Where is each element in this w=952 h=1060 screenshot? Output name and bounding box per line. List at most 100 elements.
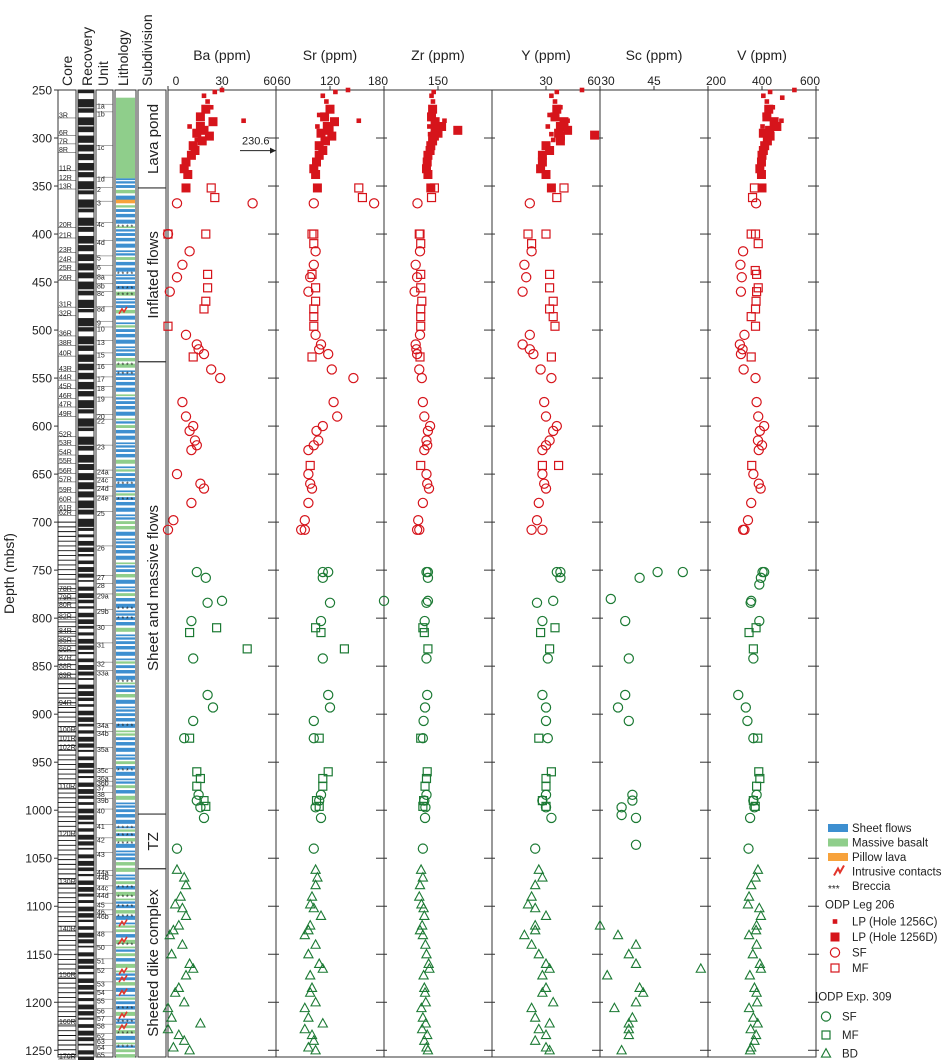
breccia-mark: * bbox=[126, 371, 129, 378]
marker-iodp-mf bbox=[423, 644, 433, 654]
lithology-band bbox=[116, 545, 135, 549]
unit-label: 26 bbox=[97, 545, 105, 552]
subdivision-frame bbox=[137, 89, 167, 1058]
marker-iodp-bd bbox=[751, 919, 763, 930]
breccia-mark: * bbox=[122, 895, 125, 902]
recovery-block bbox=[78, 834, 94, 840]
recovery-block bbox=[78, 318, 94, 327]
marker-iodp-bd bbox=[180, 909, 192, 920]
marker-iodp-bd bbox=[310, 1044, 322, 1055]
legend-label: Massive basalt bbox=[852, 838, 929, 850]
marker-iodp-bd bbox=[180, 879, 192, 890]
breccia-mark: * bbox=[126, 895, 129, 902]
marker-odp-sf bbox=[311, 425, 322, 437]
marker-iodp-sf bbox=[191, 795, 202, 806]
marker-iodp-sf bbox=[324, 702, 336, 713]
marker-lp-1256c bbox=[442, 118, 447, 124]
lithology-band bbox=[116, 949, 135, 952]
marker-odp-sf bbox=[180, 411, 192, 422]
marker-iodp-bd bbox=[529, 902, 541, 913]
marker-iodp-bd bbox=[317, 962, 329, 973]
marker-iodp-sf bbox=[207, 702, 219, 713]
lithology-band bbox=[116, 219, 135, 224]
breccia-mark: * bbox=[122, 1019, 125, 1026]
x-tick-label: 60 bbox=[277, 74, 291, 88]
marker-iodp-bd bbox=[755, 909, 767, 920]
x-tick-label: 30 bbox=[539, 74, 553, 88]
marker-iodp-bd bbox=[420, 996, 432, 1007]
core-label: 13R bbox=[59, 184, 72, 191]
header-unit: Unit bbox=[95, 61, 111, 86]
marker-odp-mf bbox=[163, 321, 173, 331]
panel-5: V (ppm) 200 400 600 bbox=[706, 47, 820, 1058]
lithology-band bbox=[116, 209, 135, 212]
breccia-mark: * bbox=[131, 904, 134, 911]
marker-iodp-mf bbox=[821, 1030, 831, 1040]
recovery-block bbox=[78, 208, 94, 213]
marker-iodp-sf bbox=[757, 566, 768, 578]
recovery-block bbox=[78, 540, 94, 546]
marker-iodp-mf bbox=[339, 644, 349, 654]
marker-odp-mf bbox=[747, 460, 757, 471]
marker-lp-1256d bbox=[318, 145, 328, 155]
depth-tick-label: 750 bbox=[32, 564, 52, 578]
lithology-band bbox=[116, 473, 135, 477]
marker-iodp-bd bbox=[415, 1002, 427, 1013]
lithology-band bbox=[116, 634, 135, 637]
core-label: 56R bbox=[59, 468, 72, 475]
marker-iodp-sf bbox=[198, 812, 210, 824]
marker-odp-mf bbox=[546, 352, 557, 362]
marker-iodp-bd bbox=[751, 986, 763, 997]
breccia-mark: * bbox=[126, 1019, 129, 1026]
marker-odp-sf bbox=[738, 364, 749, 375]
panel-title: V (ppm) bbox=[737, 47, 787, 63]
lithology-band bbox=[116, 757, 135, 760]
intrusive-contact-mark bbox=[118, 1022, 128, 1031]
x-tick-label: 120 bbox=[320, 74, 340, 88]
marker-iodp-sf bbox=[743, 843, 754, 854]
lithology-band bbox=[116, 617, 135, 621]
marker-iodp-mf bbox=[199, 796, 209, 806]
marker-iodp-sf bbox=[531, 597, 543, 608]
recovery-block bbox=[78, 958, 94, 964]
lithology-band bbox=[116, 253, 135, 256]
marker-iodp-bd bbox=[166, 948, 178, 959]
depth-tick-label: 1100 bbox=[26, 900, 52, 914]
lithology-band bbox=[116, 742, 135, 746]
marker-iodp-bd bbox=[608, 1002, 620, 1013]
marker-odp-sf bbox=[413, 515, 424, 526]
unit-label: 56 bbox=[97, 1008, 105, 1015]
marker-iodp-sf bbox=[548, 595, 559, 607]
recovery-block bbox=[78, 1024, 94, 1028]
core-label: 110R bbox=[59, 784, 75, 791]
breccia-mark: * bbox=[131, 885, 134, 892]
recovery-block bbox=[78, 1043, 94, 1046]
marker-iodp-sf bbox=[421, 653, 432, 664]
lithology-band bbox=[116, 339, 135, 344]
unit-label: 1d bbox=[97, 177, 105, 184]
marker-odp-sf bbox=[750, 372, 761, 384]
lithology-band bbox=[116, 641, 135, 645]
marker-lp-1256d bbox=[559, 117, 569, 127]
column-headers: Core Recovery Unit Lithology Subdivision bbox=[59, 14, 155, 86]
marker-lp-1256d bbox=[546, 183, 556, 193]
breccia-mark: * bbox=[122, 482, 125, 489]
header-subdivision: Subdivision bbox=[139, 14, 155, 86]
marker-iodp-sf bbox=[555, 572, 566, 584]
marker-odp-mf bbox=[307, 352, 317, 362]
recovery-block bbox=[78, 906, 94, 912]
depth-tick-label: 450 bbox=[32, 276, 52, 290]
breccia-mark: * bbox=[122, 825, 125, 832]
recovery-block bbox=[78, 518, 94, 527]
breccia-mark: * bbox=[117, 914, 120, 921]
lithology-band bbox=[116, 541, 135, 544]
marker-lp-1256d bbox=[541, 141, 551, 151]
marker-iodp-mf bbox=[311, 623, 321, 633]
lithology-band bbox=[116, 213, 135, 218]
lithology-band bbox=[116, 771, 135, 776]
recovery-block bbox=[78, 651, 94, 655]
recovery-block bbox=[78, 671, 94, 676]
marker-odp-sf bbox=[162, 524, 174, 536]
marker-lp-1256d bbox=[199, 125, 209, 135]
marker-lp-1256d bbox=[201, 104, 211, 114]
